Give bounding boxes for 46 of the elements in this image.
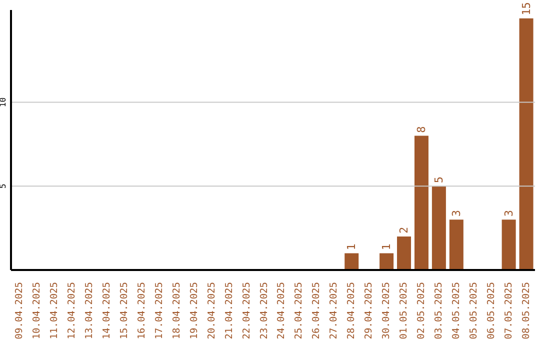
x-tick-label: 22.04.2025	[241, 282, 252, 340]
data-label: 3	[502, 210, 516, 217]
x-tick-label: 28.04.2025	[346, 282, 358, 340]
x-tick-label: 01.05.2025	[398, 282, 410, 340]
data-label: 5	[432, 176, 446, 184]
x-tick-label: 04.05.2025	[450, 282, 462, 340]
x-tick-label: 05.05.2025	[468, 282, 480, 340]
x-tick-label: 17.04.2025	[154, 282, 165, 340]
bar	[380, 253, 394, 270]
x-tick-label: 15.04.2025	[119, 282, 130, 340]
x-tick-label: 07.05.2025	[503, 282, 514, 340]
x-tick-label: 12.04.2025	[66, 282, 78, 340]
x-tick-label: 16.04.2025	[136, 282, 148, 340]
x-tick-label: 06.05.2025	[486, 282, 497, 340]
x-tick-label: 30.04.2025	[381, 282, 392, 340]
x-tick-label: 27.04.2025	[328, 282, 340, 340]
data-label: 15	[520, 2, 533, 16]
x-tick-label: 14.04.2025	[102, 282, 113, 340]
x-tick-label: 21.04.2025	[224, 282, 235, 340]
x-tick-label: 10.04.2025	[32, 282, 43, 340]
x-tick-label: 18.04.2025	[171, 282, 182, 340]
data-label: 3	[450, 210, 463, 217]
x-tick-label: 13.04.2025	[84, 282, 96, 340]
bar	[432, 186, 446, 270]
x-tick-label: 03.05.2025	[433, 282, 444, 340]
x-tick-label: 23.04.2025	[258, 282, 270, 340]
bar	[397, 236, 412, 270]
data-label: 2	[398, 226, 411, 234]
x-tick-label: 02.05.2025	[416, 282, 427, 340]
x-tick-label: 08.05.2025	[520, 282, 532, 340]
x-tick-label: 20.04.2025	[206, 282, 218, 340]
x-tick-label: 29.04.2025	[364, 282, 375, 340]
data-label: 8	[414, 126, 428, 133]
bar	[344, 253, 359, 270]
x-tick-label: 25.04.2025	[294, 282, 305, 340]
data-label: 1	[345, 244, 358, 250]
x-tick-label: 19.04.2025	[188, 282, 200, 340]
bar	[502, 220, 516, 270]
x-tick-label: 11.04.2025	[49, 282, 60, 340]
x-tick-label: 09.04.2025	[14, 282, 26, 340]
data-label: 1	[380, 244, 394, 250]
bar	[449, 220, 464, 270]
bar	[519, 18, 534, 270]
x-tick-label: 24.04.2025	[276, 282, 288, 340]
bar	[414, 136, 428, 270]
x-tick-label: 26.04.2025	[311, 282, 322, 340]
